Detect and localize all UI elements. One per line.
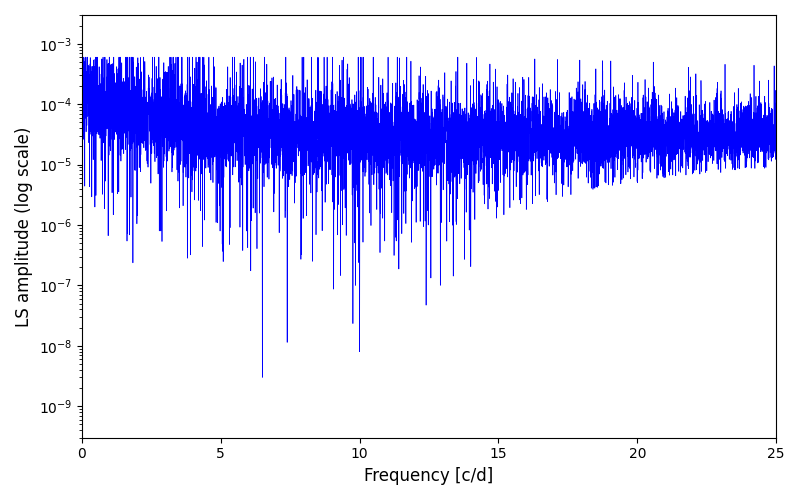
X-axis label: Frequency [c/d]: Frequency [c/d] [364,467,494,485]
Y-axis label: LS amplitude (log scale): LS amplitude (log scale) [15,126,33,326]
